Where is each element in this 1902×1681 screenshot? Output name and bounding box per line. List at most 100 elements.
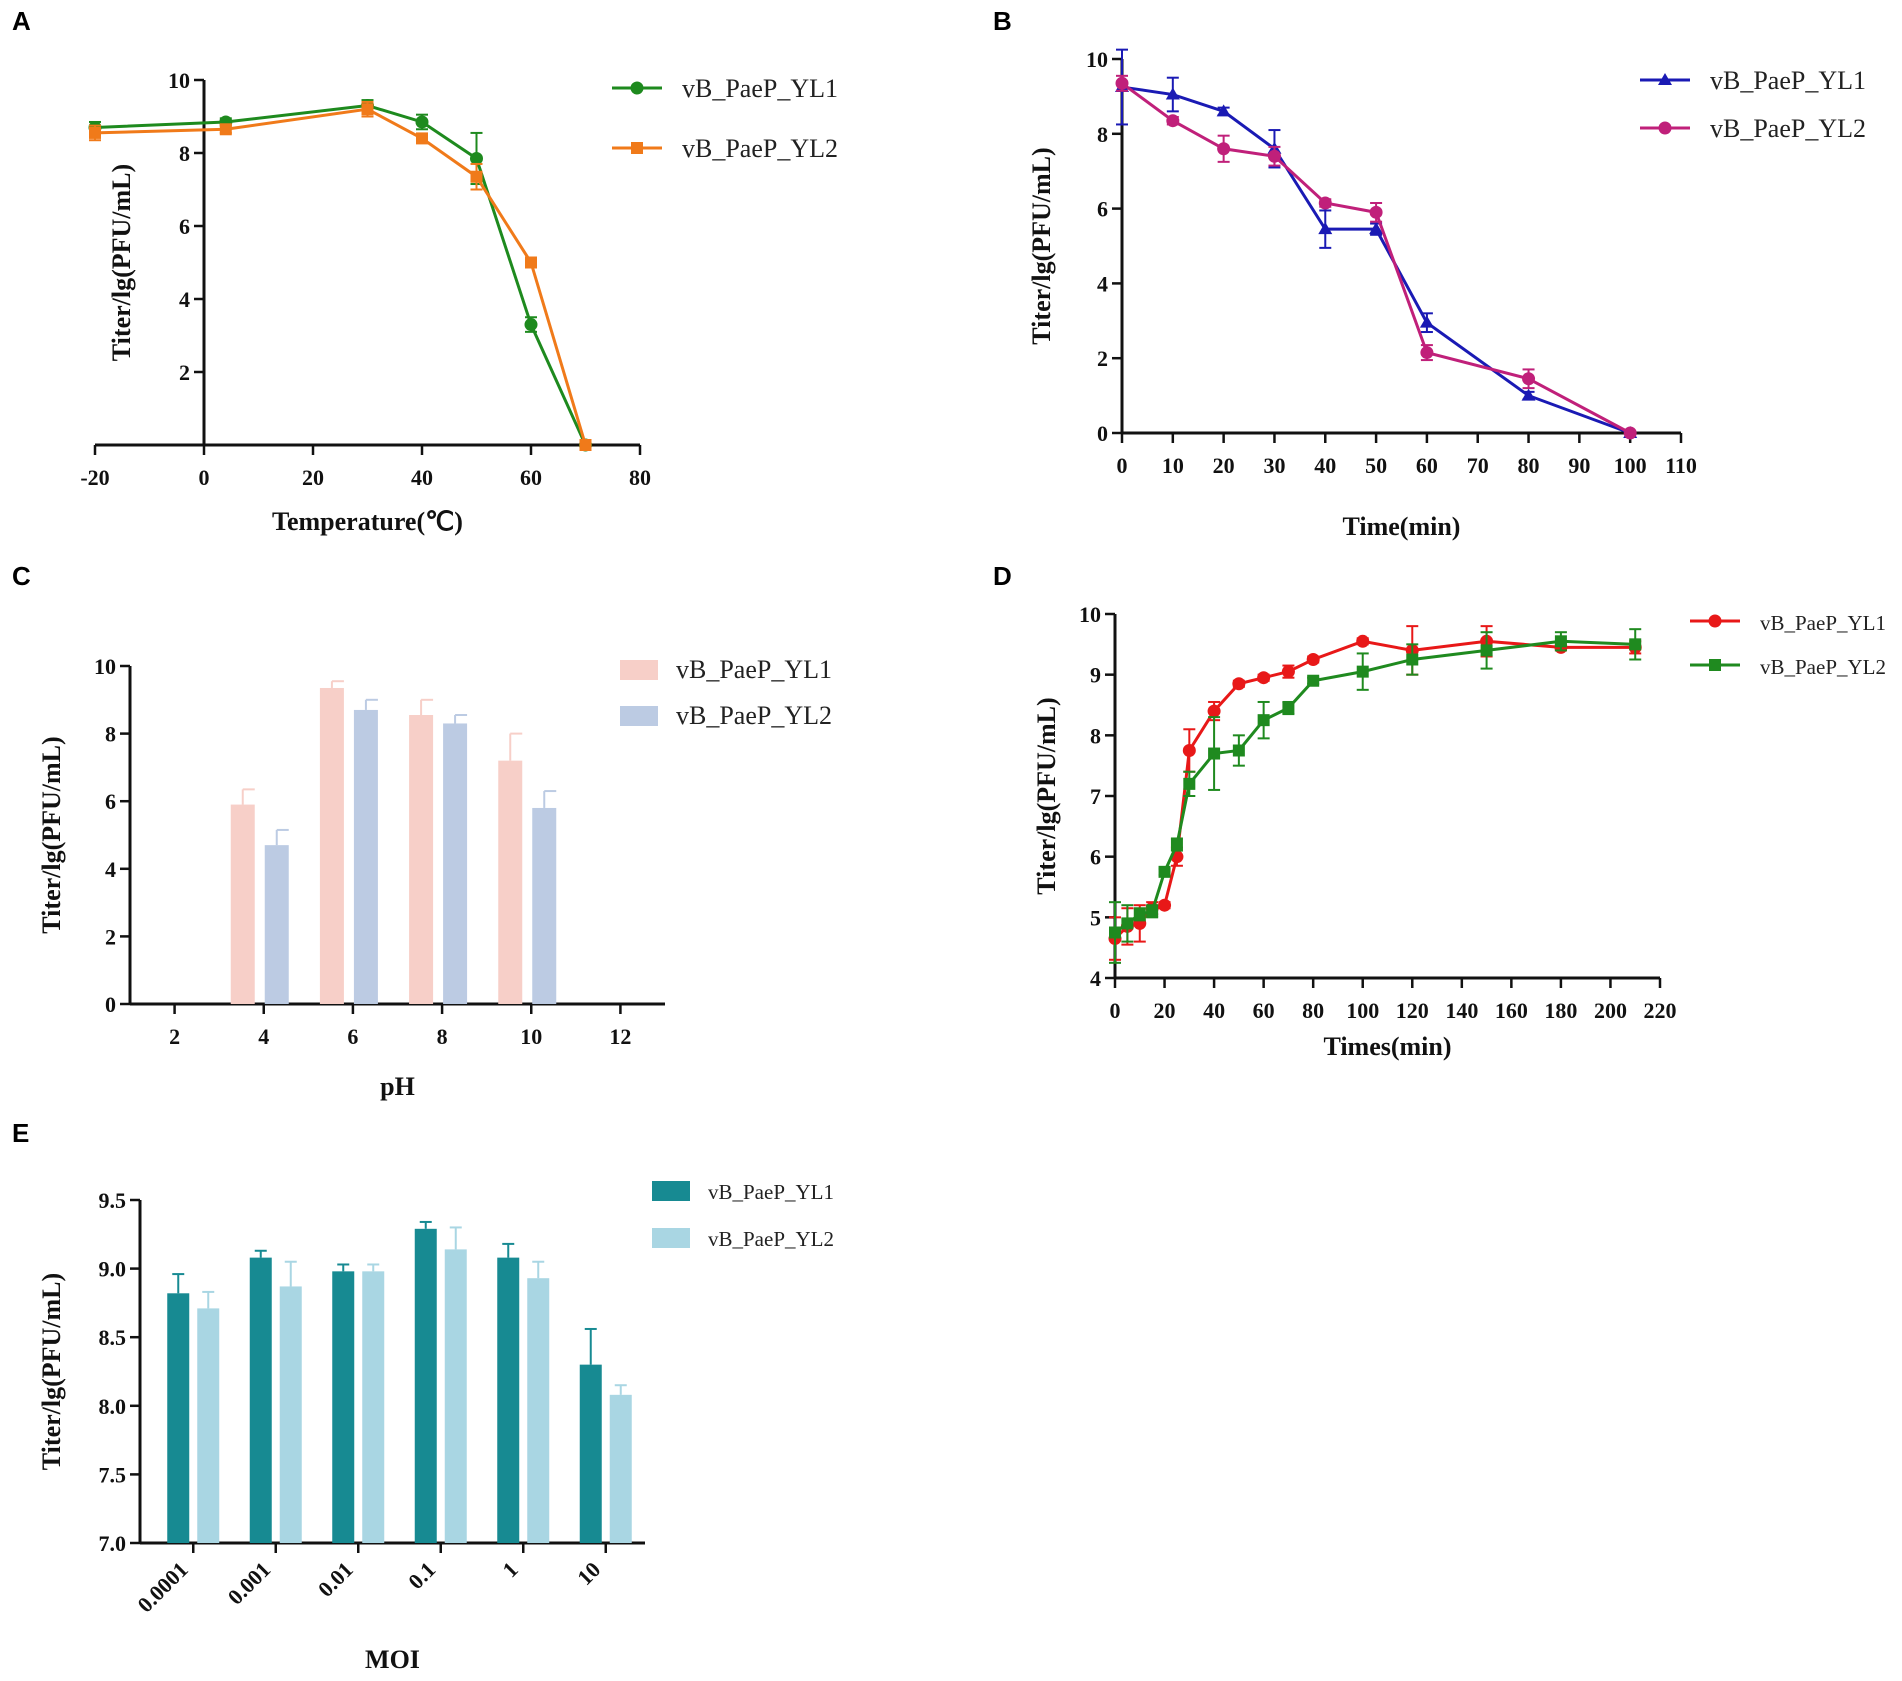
- legend-label: vB_PaeP_YL1: [1710, 66, 1866, 95]
- data-point: [1282, 702, 1295, 715]
- series-line: [1121, 82, 1631, 435]
- chart-panel-a: A -20 0 20 40 60 80 Temperature(℃) 2 4 6 8 10 Titer/l…: [12, 6, 838, 536]
- y-tick-label: 10: [94, 654, 116, 679]
- chart-panel-b: B 0 10 20 30 40 50 60 70 80 90 100 110 Time(min) 0 2 4 6 8…: [993, 6, 1866, 541]
- y-tick-label: 4: [1090, 966, 1101, 991]
- legend-swatch: [620, 660, 658, 680]
- legend-label: vB_PaeP_YL1: [708, 1180, 834, 1204]
- data-point: [1170, 838, 1183, 851]
- data-point: [219, 123, 232, 136]
- chart-panel-c: C 2 4 6 8 10 12 pH 0 2 4 6 8 10 Titer/lg(PFU/mL) vB_Pae…: [12, 561, 832, 1101]
- y-tick-label: 6: [1097, 197, 1108, 222]
- legend-swatch: [652, 1228, 690, 1248]
- x-tick-label: 90: [1568, 453, 1590, 478]
- data-point: [1306, 653, 1320, 666]
- bar: [332, 1271, 355, 1543]
- data-point: [1109, 926, 1121, 939]
- y-tick-label: 0: [1097, 421, 1108, 446]
- bar: [362, 1271, 385, 1543]
- data-point: [1369, 205, 1383, 219]
- x-tick-label: 30: [1263, 453, 1285, 478]
- bar: [249, 1257, 272, 1543]
- y-tick-label: 9: [1090, 663, 1101, 688]
- data-point: [1182, 744, 1196, 757]
- y-tick-label: 8: [1090, 723, 1101, 748]
- x-tick-label: 20: [1154, 998, 1176, 1023]
- y-tick-label: 8.0: [99, 1394, 127, 1419]
- y-tick-label: 9.0: [99, 1257, 127, 1282]
- y-tick-label: 6: [105, 789, 116, 814]
- data-point: [1217, 142, 1231, 156]
- series-vB_PaeP_YL2: [1115, 74, 1637, 440]
- bar: [319, 687, 344, 1004]
- x-tick-label: 80: [1518, 453, 1540, 478]
- y-tick-label: 7: [1090, 784, 1101, 809]
- x-tick-label: 120: [1396, 998, 1429, 1023]
- data-point: [1257, 714, 1270, 727]
- series-line: [94, 107, 587, 446]
- panel-label: C: [12, 561, 31, 591]
- x-tick-label: 80: [629, 465, 651, 490]
- data-point: [1521, 388, 1536, 401]
- data-point: [1257, 671, 1271, 685]
- x-tick-label: 10: [572, 1557, 605, 1590]
- legend-label: vB_PaeP_YL1: [1760, 611, 1886, 635]
- x-tick-label: 140: [1445, 998, 1478, 1023]
- data-point: [1281, 665, 1295, 679]
- y-tick-label: 10: [1086, 47, 1108, 72]
- data-point: [1267, 149, 1281, 163]
- x-tick-label: 80: [1302, 998, 1324, 1023]
- x-tick-label: 40: [1203, 998, 1225, 1023]
- data-point: [1158, 898, 1172, 912]
- y-tick-label: 8: [179, 141, 190, 166]
- legend-marker: [630, 81, 644, 95]
- x-tick-label: 6: [347, 1024, 358, 1049]
- series-line: [1121, 85, 1631, 435]
- x-tick-label: 12: [609, 1024, 631, 1049]
- data-point: [1121, 917, 1134, 930]
- data-point: [1232, 744, 1245, 757]
- y-axis-title: Titer/lg(PFU/mL): [37, 1273, 66, 1470]
- chart-panel-d: D 0 20 40 60 80 100 120 140 160 180 200 220 Times(min…: [993, 561, 1886, 1061]
- x-tick-label: 0: [199, 465, 210, 490]
- x-tick-label: 40: [411, 465, 433, 490]
- bar: [279, 1286, 302, 1543]
- y-tick-label: 4: [179, 287, 190, 312]
- legend-label: vB_PaeP_YL2: [1710, 114, 1866, 143]
- data-point: [1480, 644, 1493, 657]
- data-point: [1356, 634, 1370, 648]
- x-axis-title: pH: [380, 1072, 415, 1101]
- legend-marker: [1658, 73, 1672, 85]
- data-point: [1183, 777, 1196, 790]
- data-point: [361, 103, 374, 116]
- y-tick-label: 8.5: [99, 1325, 127, 1350]
- bar: [409, 715, 434, 1004]
- bar: [264, 845, 289, 1004]
- bar: [609, 1394, 632, 1543]
- series-line: [1113, 639, 1636, 940]
- bar: [444, 1249, 467, 1543]
- y-tick-label: 10: [168, 68, 190, 93]
- bar: [353, 709, 378, 1004]
- x-tick-label: 100: [1614, 453, 1647, 478]
- legend-marker: [631, 142, 643, 154]
- bar: [197, 1308, 220, 1543]
- panel-label: A: [12, 6, 31, 36]
- data-point: [1146, 905, 1159, 918]
- x-tick-label: 8: [437, 1024, 448, 1049]
- data-point: [1115, 76, 1129, 90]
- x-axis-title: Temperature(℃): [272, 507, 463, 536]
- data-point: [1318, 196, 1332, 210]
- series-vB_PaeP_YL2: [89, 100, 592, 451]
- y-tick-label: 6: [1090, 845, 1101, 870]
- data-point: [1419, 315, 1434, 328]
- legend-marker: [1658, 121, 1672, 135]
- panel-label: E: [12, 1118, 29, 1148]
- legend-label: vB_PaeP_YL2: [676, 701, 832, 730]
- legend-label: vB_PaeP_YL1: [676, 655, 832, 684]
- x-tick-label: 0.0001: [132, 1557, 192, 1617]
- legend-swatch: [620, 706, 658, 726]
- x-tick-label: 0: [1117, 453, 1128, 478]
- panel-label: D: [993, 561, 1012, 591]
- data-point: [1232, 677, 1246, 691]
